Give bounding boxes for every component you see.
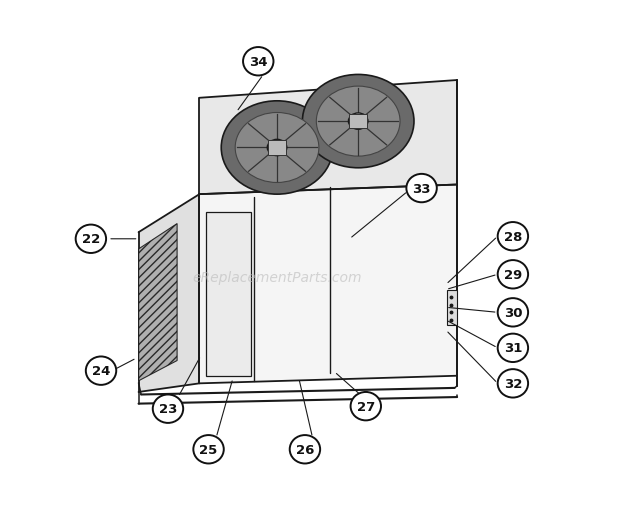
Polygon shape xyxy=(349,115,367,129)
Ellipse shape xyxy=(193,435,224,464)
Text: 24: 24 xyxy=(92,364,110,377)
Text: 26: 26 xyxy=(296,443,314,456)
Polygon shape xyxy=(200,185,457,384)
Ellipse shape xyxy=(406,175,437,203)
Ellipse shape xyxy=(498,261,528,289)
Ellipse shape xyxy=(76,225,106,253)
Text: 30: 30 xyxy=(503,306,522,319)
Ellipse shape xyxy=(498,222,528,251)
Polygon shape xyxy=(138,224,177,381)
Ellipse shape xyxy=(348,114,368,130)
Polygon shape xyxy=(268,141,286,155)
Ellipse shape xyxy=(243,48,273,76)
Ellipse shape xyxy=(267,140,287,156)
Text: 22: 22 xyxy=(82,233,100,246)
Text: 27: 27 xyxy=(356,400,375,413)
Ellipse shape xyxy=(86,357,116,385)
Text: 29: 29 xyxy=(504,268,522,281)
Text: 33: 33 xyxy=(412,182,431,195)
Ellipse shape xyxy=(498,299,528,327)
Polygon shape xyxy=(200,81,457,195)
Ellipse shape xyxy=(235,114,319,183)
Text: 28: 28 xyxy=(503,230,522,243)
Text: 25: 25 xyxy=(200,443,218,456)
Text: 31: 31 xyxy=(503,342,522,355)
Ellipse shape xyxy=(498,370,528,398)
Text: eReplacementParts.com: eReplacementParts.com xyxy=(192,270,362,284)
Ellipse shape xyxy=(498,334,528,362)
Text: 23: 23 xyxy=(159,403,177,415)
Ellipse shape xyxy=(316,87,400,157)
Ellipse shape xyxy=(290,435,320,464)
Polygon shape xyxy=(447,290,457,325)
Ellipse shape xyxy=(221,102,333,195)
Polygon shape xyxy=(206,212,250,376)
Ellipse shape xyxy=(153,394,183,423)
Text: 32: 32 xyxy=(503,377,522,390)
Ellipse shape xyxy=(350,392,381,420)
Text: 34: 34 xyxy=(249,55,267,69)
Polygon shape xyxy=(138,195,200,392)
Ellipse shape xyxy=(303,75,414,168)
